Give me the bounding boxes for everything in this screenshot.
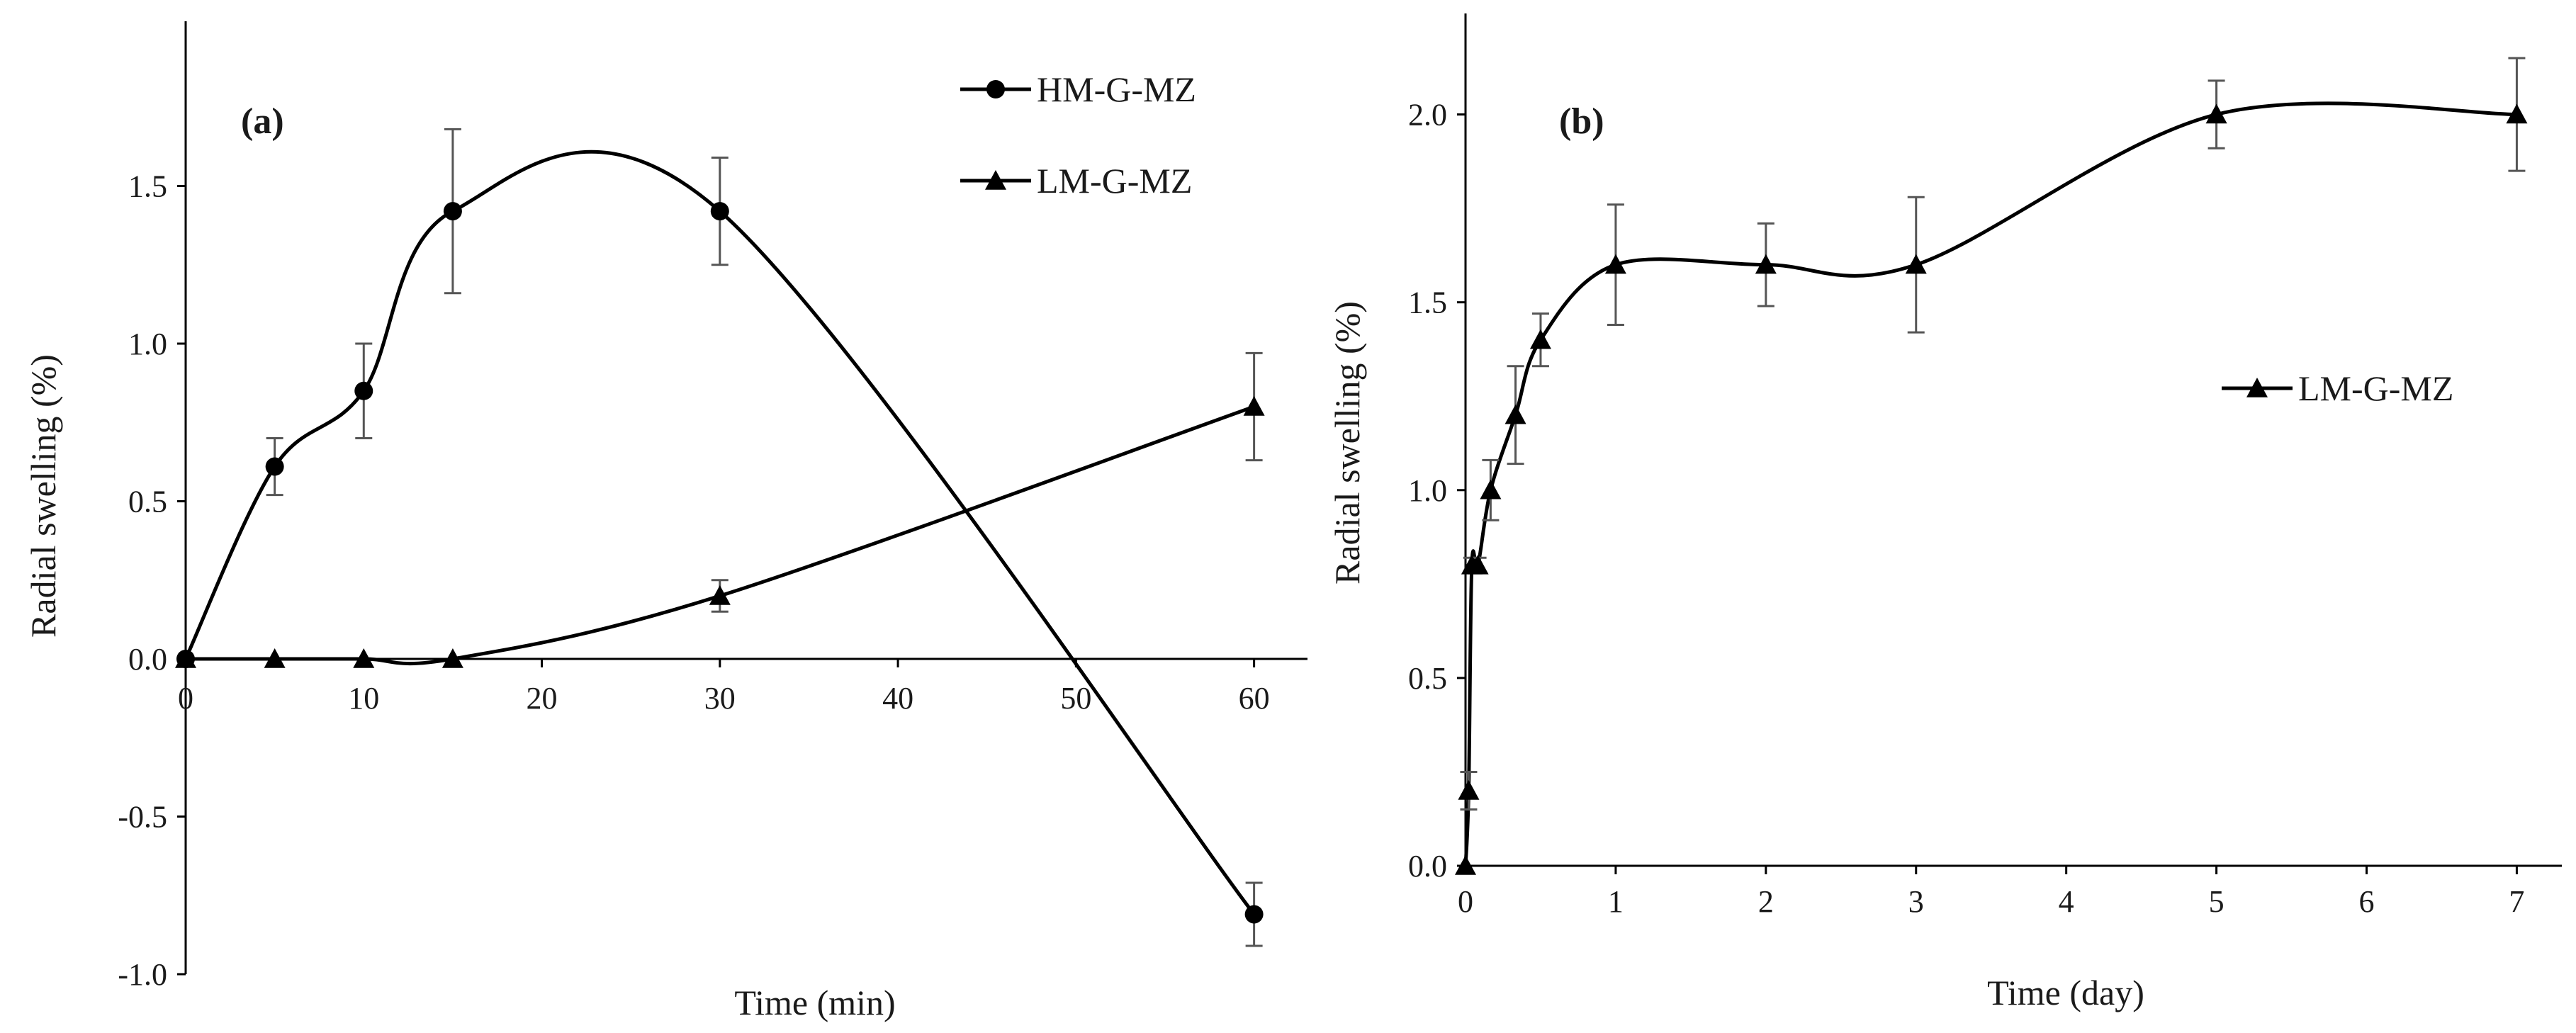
data-point xyxy=(265,457,284,476)
series-line xyxy=(186,405,1255,666)
x-tick-label: 3 xyxy=(1908,884,1924,919)
panel-b-axes xyxy=(1464,13,2562,867)
panel-b-series xyxy=(1455,57,2528,875)
data-point xyxy=(443,202,462,221)
x-tick-label: 4 xyxy=(2059,884,2074,919)
data-point xyxy=(354,381,373,400)
data-point xyxy=(264,648,286,668)
data-point xyxy=(2205,103,2227,124)
data-point xyxy=(1458,779,1480,800)
x-tick-label: 20 xyxy=(527,681,558,716)
x-tick-label: 30 xyxy=(704,681,736,716)
data-point xyxy=(710,202,729,221)
panel-b: (b) Time (day) Radial swelling (%) 0.00.… xyxy=(1327,13,2562,1012)
y-tick-label: 1.5 xyxy=(1408,286,1447,320)
panel-a-legend: HM-G-MZ LM-G-MZ xyxy=(960,69,1196,201)
legend-entry: LM-G-MZ xyxy=(960,161,1192,201)
data-point xyxy=(1529,329,1551,349)
panel-a: (a) Time (min) Radial swelling (%) -1.0-… xyxy=(23,21,1307,1022)
x-tick-label: 50 xyxy=(1060,681,1091,716)
x-tick-label: 6 xyxy=(2359,884,2375,919)
series-lm-g-mz xyxy=(1455,57,2528,875)
panel-a-ticks: -1.0 -0.5 0.0 0.5 1.0 1.5 0 10 20 30 40 50 60 xyxy=(118,169,1269,993)
legend-label: LM-G-MZ xyxy=(1037,161,1192,201)
legend-label: LM-G-MZ xyxy=(2298,368,2453,408)
data-point xyxy=(1243,396,1265,416)
data-point xyxy=(1480,479,1502,499)
x-tick-label: 2 xyxy=(1758,884,1774,919)
legend-marker xyxy=(985,170,1006,190)
x-tick-label: 40 xyxy=(882,681,913,716)
panel-b-y-axis-title: Radial swelling (%) xyxy=(1327,301,1367,585)
data-point xyxy=(2506,103,2528,124)
y-tick-label: -1.0 xyxy=(118,957,167,992)
y-tick-label: -0.5 xyxy=(118,800,167,835)
data-point xyxy=(353,648,375,668)
series-lm-g-mz xyxy=(175,351,1265,668)
x-tick-label: 0 xyxy=(1458,884,1473,919)
data-point xyxy=(1905,254,1927,274)
y-tick-label: 2.0 xyxy=(1408,98,1447,132)
panel-a-x-axis-title: Time (min) xyxy=(734,983,895,1022)
x-tick-label: 1 xyxy=(1608,884,1624,919)
x-tick-label: 7 xyxy=(2509,884,2524,919)
y-tick-label: 0.0 xyxy=(128,642,167,677)
x-tick-label: 0 xyxy=(178,681,193,716)
y-tick-label: 1.0 xyxy=(128,327,167,361)
legend-entry: HM-G-MZ xyxy=(960,69,1196,109)
y-tick-label: 1.0 xyxy=(1408,473,1447,508)
legend-marker xyxy=(2246,378,2268,397)
data-point xyxy=(709,585,731,605)
y-tick-label: 1.5 xyxy=(128,169,167,204)
panel-a-series xyxy=(175,128,1265,947)
panel-b-legend: LM-G-MZ xyxy=(2222,368,2453,408)
data-point xyxy=(175,648,196,668)
data-point xyxy=(1755,254,1777,274)
y-tick-label: 0.5 xyxy=(128,485,167,519)
legend-entry: LM-G-MZ xyxy=(2222,368,2453,408)
series-line xyxy=(1463,101,2517,867)
panel-b-x-axis-title: Time (day) xyxy=(1987,973,2144,1012)
data-point xyxy=(1604,254,1626,274)
data-point xyxy=(1244,905,1264,924)
series-line xyxy=(184,149,1256,915)
data-point xyxy=(441,648,463,668)
x-tick-label: 5 xyxy=(2209,884,2225,919)
data-point xyxy=(1504,404,1526,424)
data-point xyxy=(1455,855,1476,875)
data-point xyxy=(1467,554,1489,575)
panel-b-label: (b) xyxy=(1559,101,1604,142)
panel-b-ticks: 0.0 0.5 1.0 1.5 2.0 0 1 2 3 4 5 6 7 xyxy=(1408,98,2524,919)
series-hm-g-mz xyxy=(176,128,1264,947)
legend-marker xyxy=(986,80,1005,98)
panel-a-label: (a) xyxy=(241,101,284,142)
x-tick-label: 60 xyxy=(1239,681,1270,716)
y-tick-label: 0.5 xyxy=(1408,661,1447,696)
panel-a-y-axis-title: Radial swelling (%) xyxy=(23,354,63,638)
legend-label: HM-G-MZ xyxy=(1037,69,1196,109)
y-tick-label: 0.0 xyxy=(1408,849,1447,884)
x-tick-label: 10 xyxy=(348,681,379,716)
